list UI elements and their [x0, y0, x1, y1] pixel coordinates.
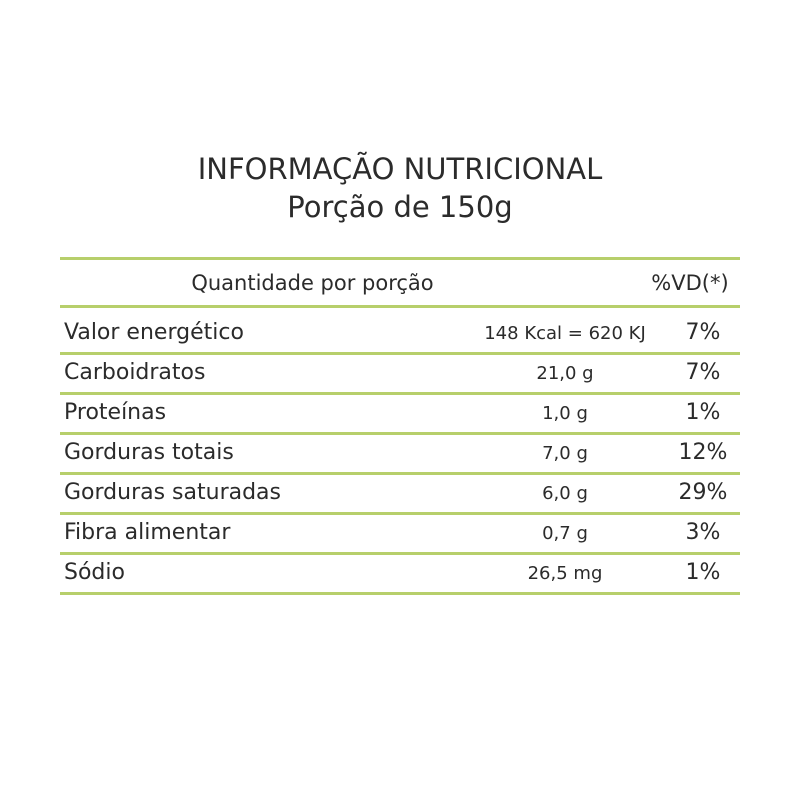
table-row: Carboidratos 21,0 g 7%: [60, 355, 740, 392]
nutrient-amount: 6,0 g: [542, 483, 588, 504]
nutrient-amount: 148 Kcal = 620 KJ: [484, 323, 646, 344]
header-vd-label: %VD(*): [651, 271, 729, 295]
nutrient-name: Fibra alimentar: [64, 520, 231, 545]
header-quantity-label: Quantidade por porção: [191, 271, 434, 295]
table-header: Quantidade por porção %VD(*): [60, 260, 740, 305]
nutrient-name: Valor energético: [64, 320, 244, 345]
table-divider: [60, 432, 740, 435]
table-divider: [60, 305, 740, 308]
nutrient-amount: 1,0 g: [542, 403, 588, 424]
table-divider: [60, 352, 740, 355]
table-divider: [60, 512, 740, 515]
table-divider: [60, 472, 740, 475]
nutrient-amount: 26,5 mg: [527, 563, 603, 584]
table-divider: [60, 392, 740, 395]
table-divider: [60, 592, 740, 595]
nutrient-name: Sódio: [64, 560, 125, 585]
nutrient-name: Carboidratos: [64, 360, 206, 385]
table-row: Valor energético 148 Kcal = 620 KJ 7%: [60, 315, 740, 352]
table-row: Gorduras saturadas 6,0 g 29%: [60, 475, 740, 512]
serving-size-subtitle: Porção de 150g: [287, 190, 513, 224]
nutrient-vd: 3%: [685, 520, 721, 545]
nutrient-name: Gorduras saturadas: [64, 480, 282, 505]
table-row: Fibra alimentar 0,7 g 3%: [60, 515, 740, 552]
nutrient-vd: 7%: [685, 320, 721, 345]
nutrient-name: Gorduras totais: [64, 440, 234, 465]
nutrient-vd: 7%: [685, 360, 721, 385]
nutrition-table: Quantidade por porção %VD(*) Valor energ…: [60, 257, 740, 595]
nutrient-amount: 7,0 g: [542, 443, 588, 464]
nutrient-name: Proteínas: [64, 400, 167, 425]
title-heading: INFORMAÇÃO NUTRICIONAL: [197, 152, 603, 186]
nutrient-amount: 21,0 g: [536, 363, 594, 384]
table-divider: [60, 257, 740, 260]
table-row: Proteínas 1,0 g 1%: [60, 395, 740, 432]
table-divider: [60, 552, 740, 555]
nutrient-vd: 1%: [685, 560, 721, 585]
table-row: Gorduras totais 7,0 g 12%: [60, 435, 740, 472]
nutrient-amount: 0,7 g: [542, 523, 588, 544]
nutrition-title: INFORMAÇÃO NUTRICIONAL Porção de 150g: [0, 150, 800, 226]
nutrient-vd: 12%: [678, 440, 728, 465]
table-row: Sódio 26,5 mg 1%: [60, 555, 740, 592]
nutrient-vd: 1%: [685, 400, 721, 425]
nutrient-vd: 29%: [678, 480, 728, 505]
